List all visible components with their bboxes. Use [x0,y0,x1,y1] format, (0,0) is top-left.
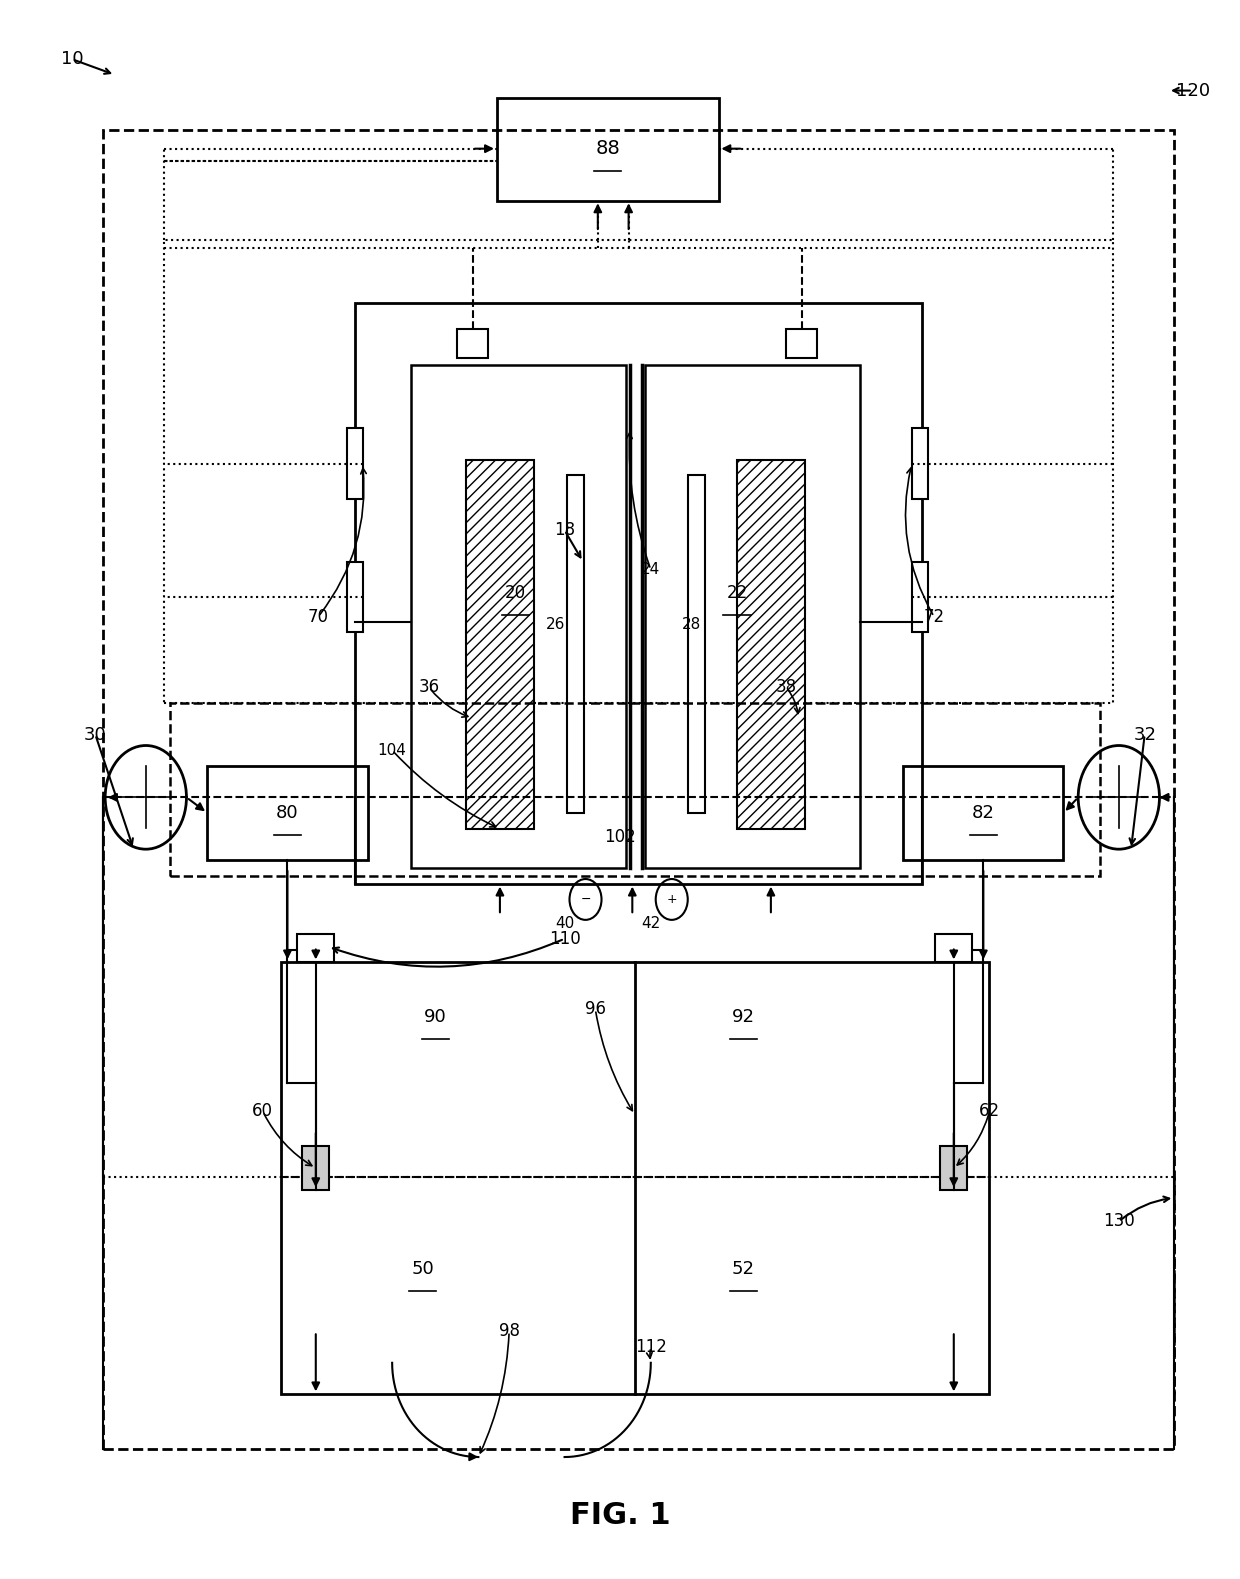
Text: 18: 18 [554,521,575,540]
Text: 52: 52 [732,1260,755,1277]
Text: 24: 24 [641,562,661,576]
Text: 30: 30 [84,725,107,744]
Bar [688,475,706,813]
Text: 42: 42 [641,916,661,930]
Bar [466,459,533,829]
Text: +: + [666,894,677,906]
Bar [303,1146,330,1191]
Bar [940,1146,967,1191]
Text: 20: 20 [505,584,526,602]
Bar [645,365,861,868]
Bar [103,129,1174,1450]
Text: 112: 112 [635,1337,667,1356]
Bar [911,428,928,499]
Bar [346,562,362,633]
Text: 26: 26 [547,617,565,632]
Text: 90: 90 [424,1009,446,1026]
Text: −: − [580,894,590,906]
Bar [355,303,921,884]
Text: 38: 38 [776,679,797,696]
Bar [497,98,718,201]
Bar [170,703,1100,876]
Text: FIG. 1: FIG. 1 [569,1500,671,1530]
Bar [786,330,817,357]
Bar [911,562,928,633]
Bar [298,935,335,962]
Bar [346,428,362,499]
Text: 40: 40 [556,916,574,930]
Text: 98: 98 [498,1322,520,1341]
Bar [903,766,1064,861]
Text: 72: 72 [924,608,945,625]
Bar [935,935,972,962]
Bar [207,766,367,861]
Bar [281,962,990,1394]
Text: 36: 36 [419,679,440,696]
Text: 80: 80 [277,804,299,823]
Bar [737,459,805,829]
Bar [164,240,1112,703]
Bar [458,330,489,357]
Text: 28: 28 [682,617,701,632]
Text: 130: 130 [1102,1213,1135,1230]
Text: 50: 50 [412,1260,434,1277]
Text: 22: 22 [727,584,748,602]
Text: 110: 110 [548,930,580,947]
Text: 102: 102 [604,827,636,846]
Bar [567,475,584,813]
Bar [410,365,626,868]
Text: 60: 60 [252,1102,273,1121]
Text: 96: 96 [585,1001,606,1018]
Text: 82: 82 [972,804,994,823]
Text: 120: 120 [1176,82,1210,99]
Text: 32: 32 [1133,725,1156,744]
Text: 62: 62 [978,1102,1001,1121]
Text: 10: 10 [61,51,83,68]
Text: 88: 88 [595,139,620,158]
Text: 104: 104 [378,742,407,758]
Text: 92: 92 [732,1009,755,1026]
Text: 70: 70 [308,608,329,625]
